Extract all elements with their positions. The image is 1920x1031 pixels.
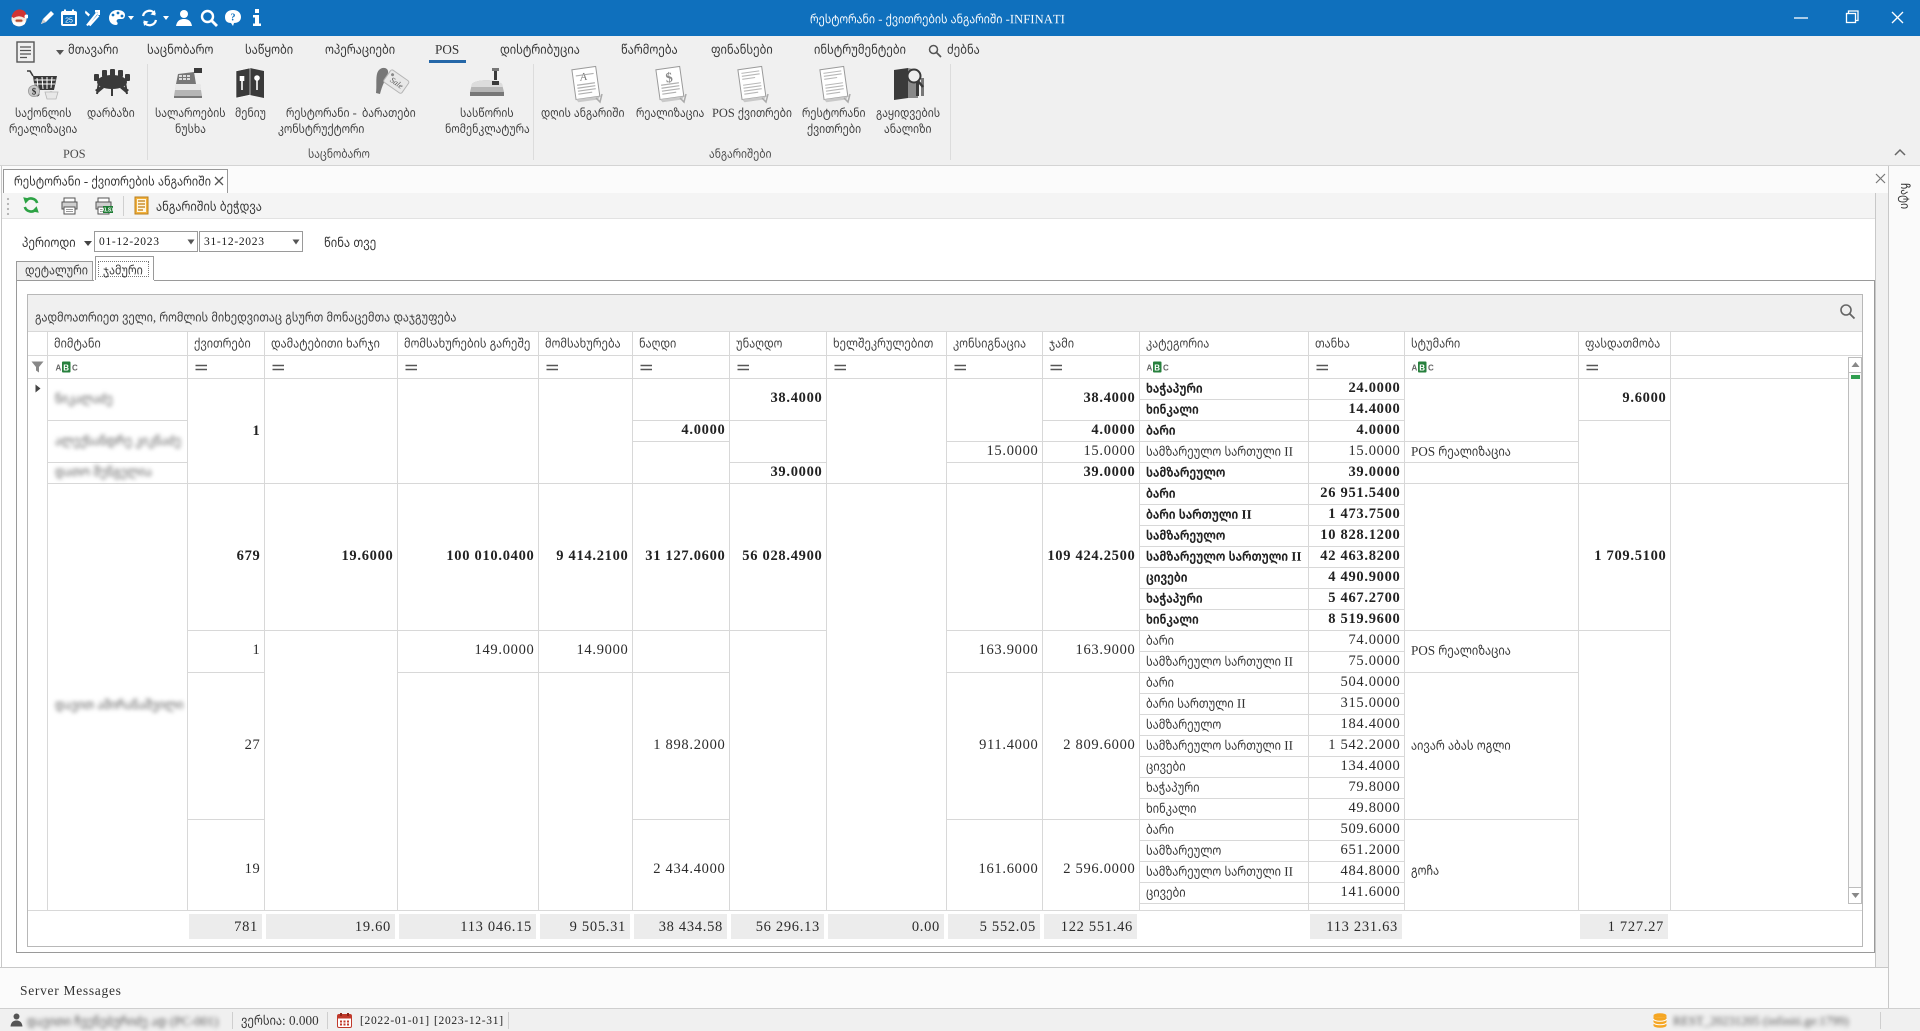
svg-text:B: B — [1154, 364, 1160, 373]
svg-text:?: ? — [231, 13, 236, 24]
svg-text:B: B — [63, 364, 69, 373]
svg-text:A: A — [56, 364, 62, 373]
svg-text:A: A — [1147, 364, 1153, 373]
svg-text:25: 25 — [65, 18, 73, 25]
svg-text:A: A — [1412, 364, 1418, 373]
svg-text:$: $ — [32, 87, 37, 97]
svg-text:XLSX: XLSX — [101, 208, 113, 214]
svg-text:B: B — [1419, 364, 1425, 373]
svg-text:C: C — [1163, 364, 1169, 373]
svg-text:C: C — [1428, 364, 1434, 373]
svg-text:A: A — [578, 71, 588, 84]
svg-text:C: C — [72, 364, 78, 373]
svg-text:$: $ — [665, 71, 674, 87]
